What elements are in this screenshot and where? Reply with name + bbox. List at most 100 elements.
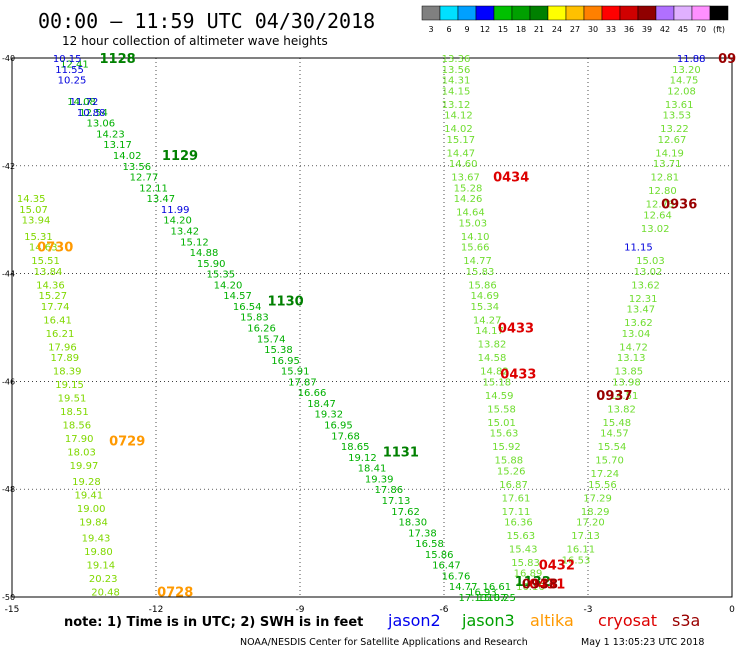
swh-value-jason3: 15.86	[425, 550, 454, 561]
swh-value-altika: 14.63	[29, 243, 58, 254]
swh-value-jason3: 15.90	[197, 259, 226, 270]
swh-value-cryosat: 15.18	[482, 377, 511, 388]
swh-value-jason3: 13.42	[170, 226, 199, 237]
swh-value-s3a: 12.80	[648, 186, 677, 197]
swh-value-cryosat: 13.12	[442, 100, 471, 111]
swh-value-jason3: 15.35	[206, 270, 235, 281]
swh-value-jason3: 15.38	[264, 345, 293, 356]
swh-value-cryosat: 17.61	[502, 493, 531, 504]
y-tick-label: -50	[2, 593, 15, 602]
swh-value-jason3: 17.38	[408, 528, 437, 539]
swh-value-altika: 17.74	[41, 302, 70, 313]
color-swatch	[493, 5, 513, 21]
swh-value-jason3: 16.95	[271, 356, 300, 367]
swh-value-jason3: 16.76	[442, 571, 471, 582]
swh-value-cryosat: 14.58	[478, 353, 507, 364]
swh-value-cryosat: 14.10	[461, 232, 490, 243]
swh-value-cryosat: 15.83	[466, 267, 495, 278]
swh-value-s3a: 17.29	[583, 493, 612, 504]
pass-time-label: 09	[718, 52, 736, 67]
legend-item: cryosat	[598, 611, 657, 630]
swh-value-altika: 17.96	[48, 342, 77, 353]
swh-value-jason3: 18.30	[398, 518, 427, 529]
swh-value-altika: 15.27	[38, 291, 67, 302]
color-scale-label: 33	[606, 25, 616, 34]
swh-value-s3a: 18.29	[581, 507, 610, 518]
swh-value-altika: 20.48	[91, 588, 120, 599]
swh-value-jason2: 11.72	[70, 97, 99, 108]
swh-value-altika: 19.51	[58, 394, 87, 405]
color-scale-label: 27	[570, 25, 580, 34]
x-axis-ticks: -15 -12 -9 -6 -3 0	[5, 605, 735, 615]
swh-value-s3a: 13.22	[660, 124, 689, 135]
swh-value-altika: 14.35	[17, 194, 46, 205]
color-swatch	[457, 5, 477, 21]
swh-value-jason3: 14.20	[163, 216, 192, 227]
x-tick-label: -15	[5, 605, 20, 615]
swh-value-jason3: 15.87	[478, 593, 507, 604]
swh-value-altika: 19.80	[84, 547, 113, 558]
swh-value-jason3: 19.32	[314, 410, 343, 421]
swh-value-jason3: 16.95	[324, 421, 353, 432]
pass-time-label: 0728	[157, 586, 193, 601]
swh-value-altika: 15.07	[19, 205, 48, 216]
x-tick-label: 0	[729, 605, 735, 615]
swh-value-cryosat: 15.88	[494, 456, 523, 467]
pass-time-label: 0431	[529, 578, 565, 593]
color-scale-label: 30	[588, 25, 598, 34]
x-tick-label: -6	[440, 605, 449, 615]
swh-value-cryosat: 15.43	[509, 544, 538, 555]
swh-value-cryosat: 15.63	[506, 531, 535, 542]
color-scale-label: 6	[446, 25, 451, 34]
color-swatch	[583, 5, 603, 21]
pass-time-label: 0434	[493, 171, 529, 186]
color-swatch	[421, 5, 441, 21]
swh-value-jason3: 16.47	[432, 561, 461, 572]
x-tick-label: -3	[584, 605, 593, 615]
swh-value-altika: 15.31	[24, 232, 53, 243]
pass-time-label: 0938	[522, 578, 558, 593]
color-scale-label: 21	[534, 25, 544, 34]
pass-time-label: 1132	[515, 575, 551, 590]
swh-value-altika: 19.28	[72, 477, 101, 488]
swh-value-s3a: 13.85	[614, 367, 643, 378]
swh-value-altika: 16.21	[46, 329, 75, 340]
swh-value-s3a: 13.62	[631, 280, 660, 291]
x-tick-label: -9	[296, 605, 305, 615]
swh-value-jason3: 13.47	[146, 194, 175, 205]
plot-area: -15 -12 -9 -6 -3 0 -40 -42 -44 -46 -48 -50 12.41 14…	[2, 52, 736, 615]
pass-time-label: 0433	[498, 322, 534, 337]
swh-value-jason3: 15.91	[281, 367, 310, 378]
color-swatch	[637, 5, 657, 21]
swh-value-jason3: 19.39	[365, 474, 394, 485]
swh-value-jason3: 17.86	[374, 485, 403, 496]
swh-value-s3a: 12.08	[667, 86, 696, 97]
grid	[12, 58, 732, 597]
swh-value-jason3: 12.41	[60, 59, 89, 70]
swh-value-cryosat: 16.16	[516, 582, 545, 593]
swh-value-cryosat: 14.47	[446, 148, 475, 159]
color-swatch	[673, 5, 693, 21]
swh-value-s3a: 17.24	[590, 469, 619, 480]
swh-value-altika: 19.14	[86, 561, 115, 572]
swh-value-jason3: 14.08	[67, 97, 96, 108]
swh-value-s3a: 13.02	[634, 267, 663, 278]
swh-value-jason3: 18.65	[341, 442, 370, 453]
swh-value-s3a: 14.51	[610, 391, 639, 402]
color-scale-bar: 3 6 9 12 15 18 21 24 27 30 33 36 39 42 45 70 (ft)	[421, 5, 729, 34]
color-swatch	[565, 5, 585, 21]
swh-value-altika: 13.94	[22, 216, 51, 227]
color-swatch	[475, 5, 495, 21]
swh-value-s3a: 16.11	[566, 544, 595, 555]
swh-value-jason3: 18.47	[307, 399, 336, 410]
swh-value-cryosat: 14.60	[449, 159, 478, 170]
swh-value-jason2: 10.25	[58, 76, 87, 87]
color-scale-label: 45	[678, 25, 688, 34]
pass-time-labels: 1128 1129 1130 1131 1132 0730 0729 0728 0434 0433…	[37, 52, 736, 601]
footer-note: note: 1) Time is in UTC; 2) SWH is in fe…	[64, 615, 363, 630]
swh-value-cryosat: 14.82	[480, 367, 509, 378]
swh-value-jason3: 18.41	[358, 464, 387, 475]
swh-value-cryosat: 15.66	[461, 243, 490, 254]
swh-value-s3a: 12.31	[629, 294, 658, 305]
swh-value-altika: 13.84	[34, 267, 63, 278]
